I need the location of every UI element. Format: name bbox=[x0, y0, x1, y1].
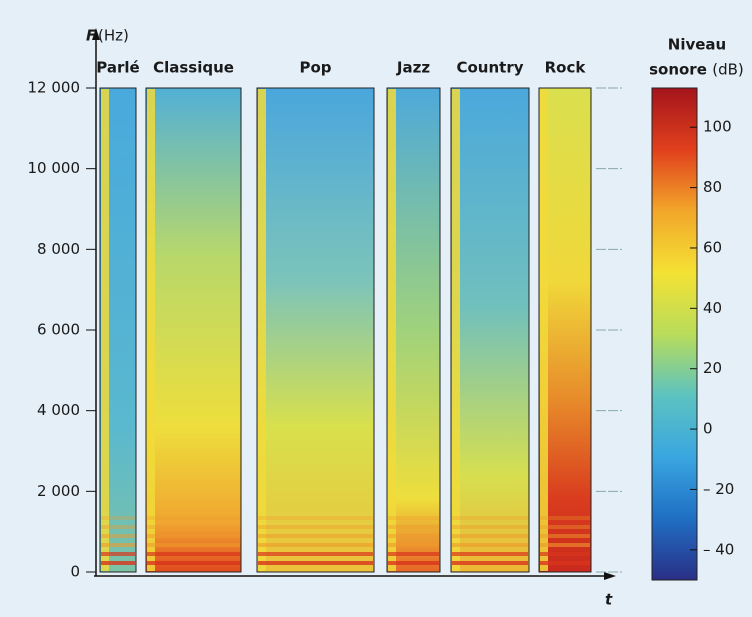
colorbar-title: Niveau bbox=[668, 36, 726, 54]
low-band bbox=[452, 534, 528, 538]
low-band bbox=[452, 525, 528, 529]
colorbar-tick-label: – 40 bbox=[703, 540, 734, 558]
spectrogram-panel bbox=[257, 88, 374, 572]
y-tick-label: 0 bbox=[70, 563, 80, 581]
y-tick-label: 12 000 bbox=[28, 79, 81, 97]
panel-label: Rock bbox=[545, 59, 587, 77]
panel-edge bbox=[540, 89, 548, 571]
low-band bbox=[452, 552, 528, 556]
y-tick-label: 6 000 bbox=[37, 321, 80, 339]
colorbar-tick-label: 40 bbox=[703, 299, 722, 317]
low-band bbox=[101, 534, 135, 538]
y-tick-label: 2 000 bbox=[37, 482, 80, 500]
low-band bbox=[388, 525, 439, 529]
colorbar bbox=[652, 88, 697, 580]
colorbar-tick-label: 60 bbox=[703, 238, 722, 256]
low-band bbox=[540, 543, 590, 547]
low-band bbox=[452, 516, 528, 520]
low-band bbox=[101, 561, 135, 565]
low-band bbox=[540, 516, 590, 520]
colorbar-title: sonore bbox=[649, 61, 707, 79]
page: {"chart_data": { "type": "spectrogram", … bbox=[0, 0, 752, 617]
low-band bbox=[147, 552, 240, 556]
low-band bbox=[258, 516, 373, 520]
low-band bbox=[540, 552, 590, 556]
y-tick-label: 10 000 bbox=[28, 159, 81, 177]
x-axis-label: t bbox=[605, 591, 613, 609]
low-band bbox=[540, 561, 590, 565]
panel-edge bbox=[388, 89, 396, 571]
spectrogram-panel bbox=[451, 88, 529, 572]
low-band bbox=[147, 543, 240, 547]
panel-edge bbox=[258, 89, 266, 571]
low-band bbox=[258, 552, 373, 556]
low-band bbox=[388, 552, 439, 556]
panel-label: Country bbox=[456, 59, 523, 77]
panel-edge bbox=[101, 89, 109, 571]
low-band bbox=[540, 525, 590, 529]
low-band bbox=[101, 543, 135, 547]
chart: F (Hz) t Niveau sonore (dB) 02 0004 0006… bbox=[0, 0, 752, 617]
low-band bbox=[388, 543, 439, 547]
low-band bbox=[147, 525, 240, 529]
panel-edge bbox=[452, 89, 460, 571]
low-band bbox=[388, 561, 439, 565]
low-band bbox=[258, 534, 373, 538]
low-band bbox=[147, 516, 240, 520]
panel-label: Pop bbox=[299, 59, 331, 77]
low-band bbox=[258, 543, 373, 547]
colorbar-title: (dB) bbox=[712, 61, 744, 79]
colorbar-tick-label: 20 bbox=[703, 359, 722, 377]
low-band bbox=[101, 552, 135, 556]
panel-label: Parlé bbox=[96, 59, 139, 77]
low-band bbox=[101, 525, 135, 529]
panel-label: Jazz bbox=[396, 59, 430, 77]
colorbar-tick-label: – 20 bbox=[703, 480, 734, 498]
low-band bbox=[452, 561, 528, 565]
low-band bbox=[540, 534, 590, 538]
spectrogram-panel bbox=[146, 88, 241, 572]
low-band bbox=[147, 534, 240, 538]
y-tick-label: 8 000 bbox=[37, 240, 80, 258]
low-band bbox=[388, 534, 439, 538]
low-band bbox=[258, 561, 373, 565]
y-tick-label: 4 000 bbox=[37, 401, 80, 419]
panel-edge bbox=[147, 89, 155, 571]
panel-label: Classique bbox=[153, 59, 234, 77]
colorbar-tick-label: 0 bbox=[703, 420, 713, 438]
low-band bbox=[388, 516, 439, 520]
low-band bbox=[147, 561, 240, 565]
colorbar-tick-label: 100 bbox=[703, 118, 732, 136]
colorbar-tick-label: 80 bbox=[703, 178, 722, 196]
low-band bbox=[101, 516, 135, 520]
low-band bbox=[258, 525, 373, 529]
y-axis-unit: (Hz) bbox=[98, 27, 129, 45]
low-band bbox=[452, 543, 528, 547]
